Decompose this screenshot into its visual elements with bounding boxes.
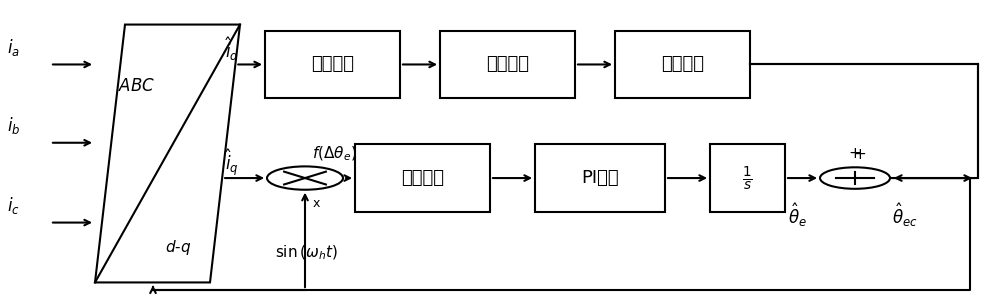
- Bar: [265, 31, 400, 98]
- Bar: [710, 144, 785, 212]
- Text: 位置补偿: 位置补偿: [661, 56, 704, 73]
- Text: $\sin\left(\omega_h t\right)$: $\sin\left(\omega_h t\right)$: [275, 244, 338, 262]
- Text: $i_a$: $i_a$: [7, 37, 20, 58]
- Text: +: +: [854, 147, 866, 162]
- Text: $\hat{i}_q$: $\hat{i}_q$: [225, 147, 239, 178]
- Bar: [535, 144, 665, 212]
- Text: $i_b$: $i_b$: [7, 115, 20, 136]
- Text: $f\left(\Delta\theta_e\right)$: $f\left(\Delta\theta_e\right)$: [312, 144, 357, 163]
- Text: PI控制: PI控制: [581, 169, 619, 187]
- Text: $i_c$: $i_c$: [7, 195, 20, 216]
- Text: $\hat{\theta}_e$: $\hat{\theta}_e$: [788, 201, 806, 229]
- Bar: [615, 31, 750, 98]
- Text: $\frac{1}{s}$: $\frac{1}{s}$: [742, 164, 753, 192]
- Polygon shape: [95, 25, 240, 282]
- Text: x: x: [313, 197, 320, 210]
- Text: $\hat{\theta}_{ec}$: $\hat{\theta}_{ec}$: [892, 201, 918, 229]
- Text: 磁极判别: 磁极判别: [486, 56, 529, 73]
- Text: $\hat{i}_d$: $\hat{i}_d$: [225, 35, 239, 63]
- Text: $ABC$: $ABC$: [118, 77, 156, 95]
- Text: 低通滤波: 低通滤波: [401, 169, 444, 187]
- Text: +: +: [849, 146, 861, 161]
- Bar: [440, 31, 575, 98]
- Text: $d$-$q$: $d$-$q$: [165, 238, 191, 257]
- Bar: [355, 144, 490, 212]
- Text: 幅值检测: 幅值检测: [311, 56, 354, 73]
- Circle shape: [267, 166, 343, 190]
- Circle shape: [820, 167, 890, 189]
